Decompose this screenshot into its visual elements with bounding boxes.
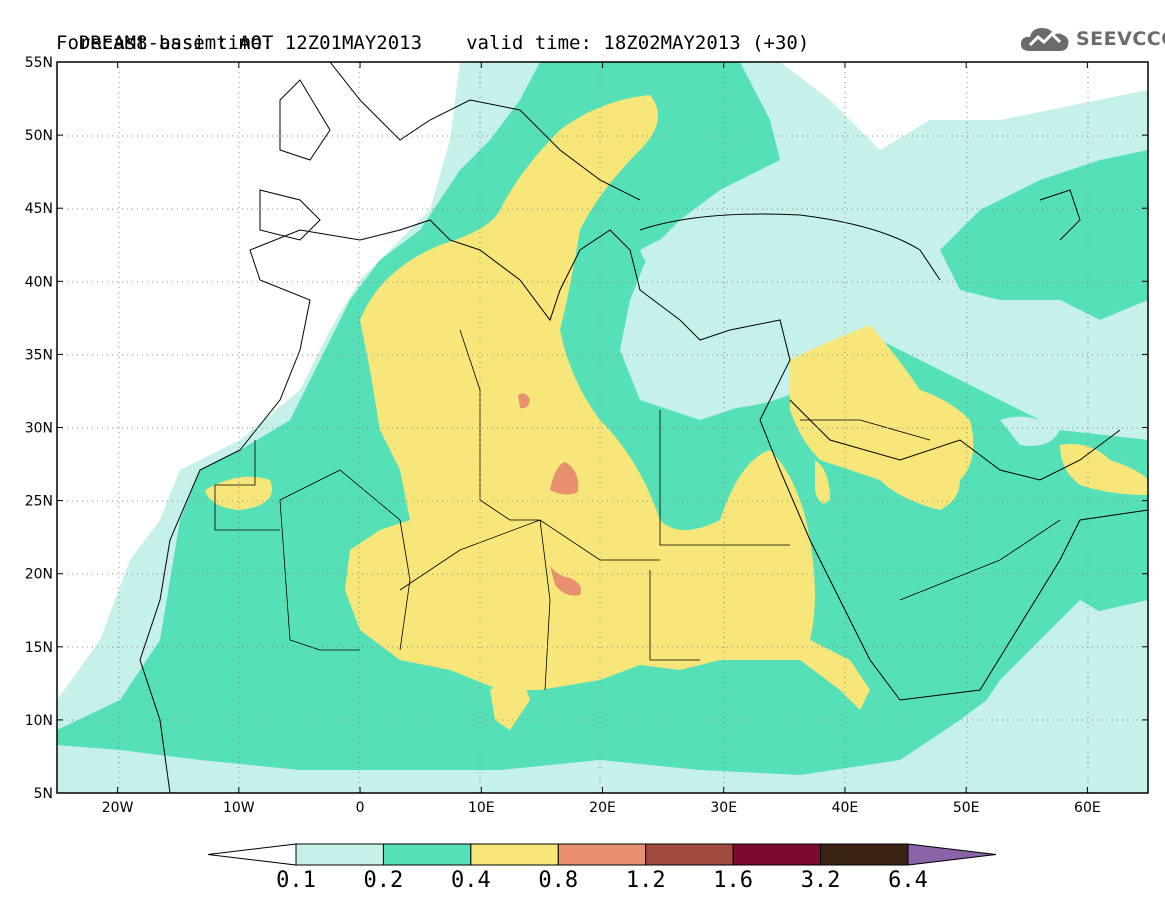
colorbar-level-label: 0.1: [276, 868, 316, 893]
lon-tick-label: 20W: [102, 800, 134, 816]
title-text: DREAM8-assim: AOT: [78, 32, 274, 54]
lon-tick-label: 30E: [710, 800, 737, 816]
seevccc-logo: SEEVCCC: [1018, 23, 1165, 55]
colorbar-over-arrow: [907, 843, 997, 866]
colorbar: [207, 843, 997, 866]
lon-tick-label: 50E: [953, 800, 980, 816]
lat-tick-label: 40N: [25, 274, 53, 290]
colorbar-level-label: 1.2: [625, 868, 666, 893]
aot-layer-0-8: [518, 393, 582, 596]
aot-layer-0-2: [57, 62, 1148, 775]
colorbar-box: [382, 843, 472, 866]
lat-tick-label: 5N: [34, 786, 53, 802]
lat-tick-label: 35N: [25, 347, 53, 363]
colorbar-box: [557, 843, 647, 866]
lat-tick-label: 25N: [25, 494, 53, 510]
valid-time-value: 18Z02MAY2013 (+30): [603, 32, 810, 54]
logo-text: SEEVCCC: [1076, 28, 1165, 50]
colorbar-box: [820, 843, 909, 866]
base-time-value: 12Z01MAY2013: [284, 32, 423, 54]
lon-tick-label: 40E: [832, 800, 859, 816]
colorbar-level-label: 1.6: [713, 868, 754, 893]
map-subtitle: Forecast base time: 12Z01MAY2013 valid ti…: [56, 32, 809, 54]
map-area: [57, 62, 1148, 793]
map-title: DREAM8-assim: AOT: [56, 10, 273, 54]
colorbar-box: [470, 843, 559, 866]
lat-tick-label: 10N: [25, 713, 53, 729]
base-time-label: Forecast base time:: [56, 32, 274, 54]
lon-tick-label: 60E: [1074, 800, 1101, 816]
lon-tick-label: 10E: [468, 800, 495, 816]
country-borders: [214, 329, 1061, 691]
lat-axis: 55N 50N 45N 40N 35N 30N 25N 20N 15N 10N 5N: [25, 55, 1148, 802]
colorbar-box: [295, 843, 384, 866]
cloud-icon: [1020, 28, 1069, 51]
coastlines: [139, 62, 1148, 793]
lat-tick-label: 50N: [25, 128, 53, 144]
colorbar-level-label: 0.2: [363, 868, 404, 893]
colorbar-box: [732, 843, 822, 866]
lon-tick-label: 20E: [589, 800, 616, 816]
lon-axis: 20W 10W 0 10E 20E 30E 40E 50E 60E: [102, 62, 1101, 816]
colorbar-level-label: 0.4: [450, 868, 491, 893]
lat-tick-label: 55N: [25, 55, 53, 71]
lat-tick-label: 30N: [25, 421, 53, 437]
graticule: [57, 62, 1148, 793]
colorbar-under-arrow: [207, 843, 297, 866]
colorbar-level-label: 3.2: [800, 868, 841, 893]
aot-layer-0-1-inner: [640, 219, 1148, 760]
lat-tick-label: 20N: [25, 567, 53, 583]
lon-tick-label: 10W: [223, 800, 255, 816]
colorbar-level-label: 0.8: [538, 868, 579, 893]
lon-tick-label: 0: [356, 800, 365, 816]
lat-tick-label: 15N: [25, 640, 53, 656]
colorbar-box: [645, 843, 734, 866]
lat-tick-label: 45N: [25, 201, 53, 217]
colorbar-level-label: 6.4: [888, 868, 928, 893]
valid-time-label: valid time:: [466, 32, 592, 54]
